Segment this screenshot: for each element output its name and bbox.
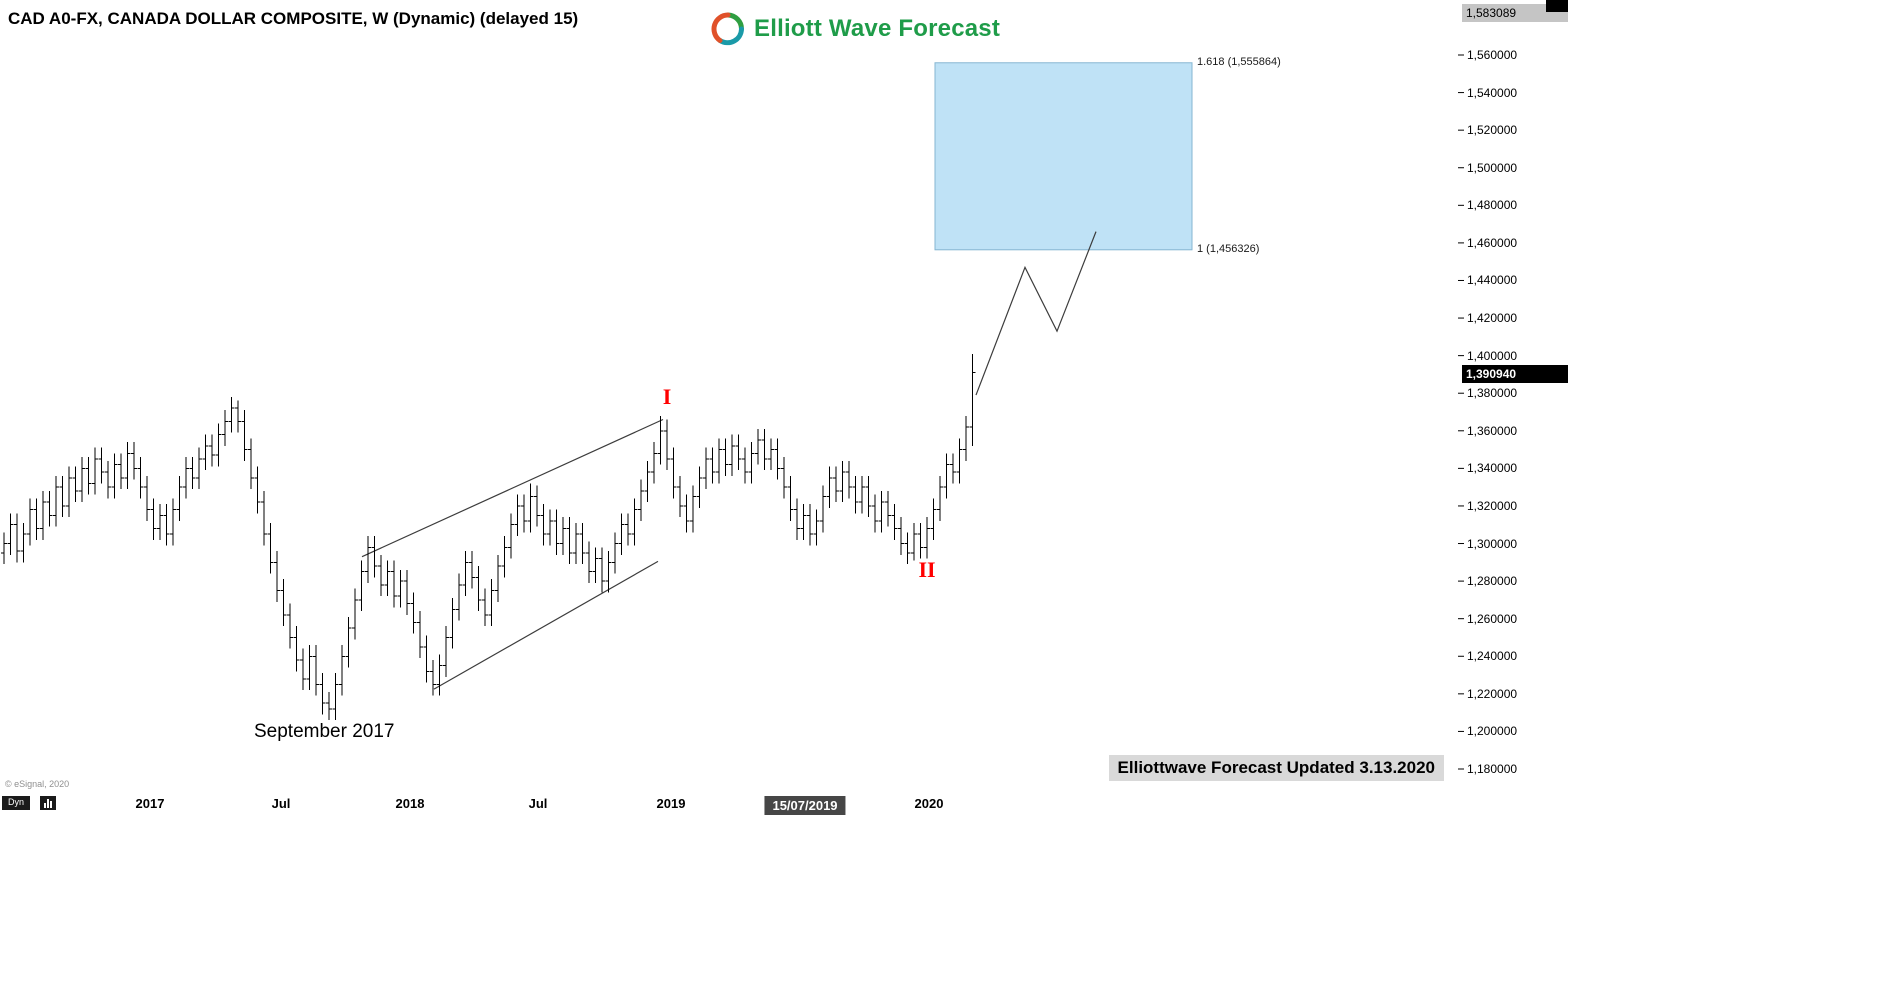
price-tick-label: 1,400000 [1467, 348, 1518, 363]
bar-chart-icon[interactable] [40, 796, 56, 810]
price-tick-label: 1,560000 [1467, 48, 1518, 62]
price-tick-label: 1,440000 [1467, 273, 1518, 288]
price-tick-label: 1,260000 [1467, 611, 1518, 626]
ohlc-bars [1, 353, 976, 721]
price-tick-label: 1,420000 [1467, 311, 1518, 326]
dyn-mode-button[interactable]: Dyn [2, 796, 31, 810]
wave-2-label: II [918, 557, 936, 582]
scrollbar-corner [1546, 0, 1568, 12]
price-tick-label: 1,500000 [1467, 160, 1518, 175]
chart-title: CAD A0-FX, CANADA DOLLAR COMPOSITE, W (D… [8, 9, 579, 28]
price-tick-label: 1,180000 [1467, 762, 1518, 776]
update-note: Elliottwave Forecast Updated 3.13.2020 [1108, 755, 1444, 781]
last-price-label: 1,390940 [1462, 364, 1568, 383]
price-tick-label: 1,360000 [1467, 423, 1518, 438]
price-tick-label: 1,540000 [1467, 85, 1518, 100]
time-axis-label: 2017 [135, 796, 165, 811]
price-tick-label: 1,460000 [1467, 235, 1518, 250]
price-tick-label: 1,240000 [1467, 649, 1518, 664]
price-tick-label: 1,320000 [1467, 498, 1518, 513]
price-tick-label: 1,480000 [1467, 198, 1518, 213]
logo-swirl-icon [711, 12, 745, 46]
time-axis-label: 2018 [395, 796, 425, 811]
time-axis-label: Jul [271, 796, 291, 811]
price-tick-label: 1,220000 [1467, 686, 1518, 701]
wave-projection-line [975, 231, 1097, 396]
channel-line-upper [361, 418, 664, 558]
price-tick-label: 1,340000 [1467, 461, 1518, 476]
time-axis-label: 2019 [656, 796, 686, 811]
chart-canvas[interactable] [0, 0, 1600, 830]
fib-target-box [934, 62, 1193, 251]
september-2017-note: September 2017 [254, 721, 395, 742]
price-tick-label: 1,520000 [1467, 123, 1518, 138]
price-tick-label: 1,380000 [1467, 386, 1518, 401]
channel-line-lower [433, 560, 659, 690]
fib-100-label: 1 (1,456326) [1197, 242, 1260, 255]
price-tick-label: 1,300000 [1467, 536, 1518, 551]
session-high-label: 1,583089 [1462, 3, 1568, 22]
price-tick-label: 1,280000 [1467, 574, 1518, 589]
time-axis-label: Jul [528, 796, 548, 811]
wave-1-label: I [662, 384, 672, 409]
elliott-wave-forecast-logo: Elliott Wave Forecast [710, 11, 1000, 47]
time-axis-label: 2020 [914, 796, 944, 811]
copyright-note: © eSignal, 2020 [5, 779, 70, 789]
logo-text: Elliott Wave Forecast [754, 15, 1001, 42]
fib-1618-label: 1.618 (1,555864) [1197, 55, 1281, 68]
price-tick-label: 1,200000 [1467, 724, 1518, 739]
selected-date-label: 15/07/2019 [764, 796, 846, 815]
time-axis[interactable]: 2017 Jul 2018 Jul 2019 15/07/2019 2020 [0, 794, 1568, 818]
